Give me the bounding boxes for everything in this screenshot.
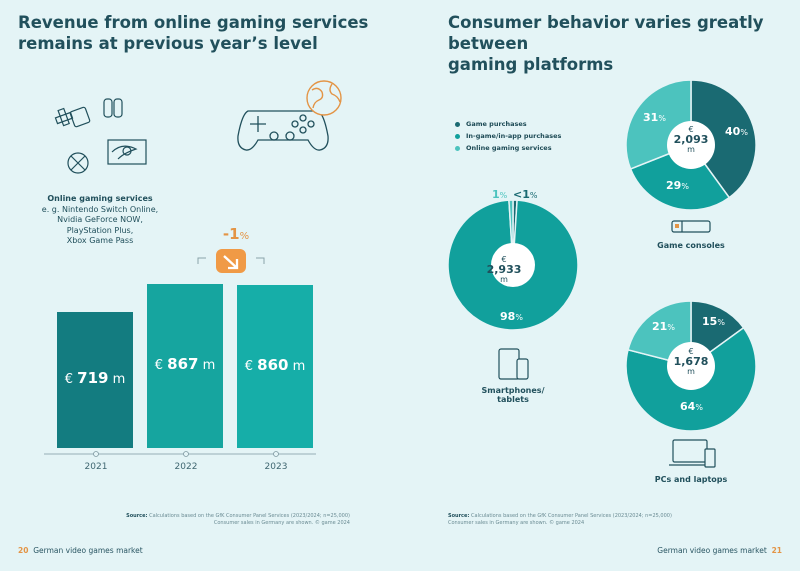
left-source-line2: Consumer sales in Germany are shown. © g… <box>213 520 350 526</box>
right-title-line2: gaming platforms <box>448 55 614 74</box>
laptop-icon <box>669 439 716 468</box>
left-title-line1: Revenue from online gaming services <box>18 13 369 32</box>
change-unit: % <box>239 231 250 242</box>
slice-game-purchases <box>690 79 757 199</box>
legend-item-game-purchases: Game purchases <box>455 120 561 128</box>
tick-2022: 2022 <box>174 462 198 472</box>
legend-label: Game purchases <box>466 120 527 128</box>
left-page-number: 20 <box>18 546 29 555</box>
bar-value-label: € 860 m <box>244 356 306 374</box>
service-title: Online gaming services <box>47 194 153 203</box>
legend-dot <box>455 145 460 151</box>
pc-online-pct: 21% <box>652 320 675 333</box>
smartphone-category-line1: Smartphones/ <box>481 386 545 395</box>
revenue-bar-2022: € 867 m <box>147 284 223 448</box>
console-game-pct: 40% <box>725 125 748 138</box>
left-source-line1: Calculations based on the GfK Consumer P… <box>149 513 350 519</box>
dpad-icon <box>54 106 91 128</box>
platform-icons <box>54 98 147 174</box>
donut-hole <box>491 243 535 287</box>
console-icon <box>671 220 711 233</box>
legend-dot <box>455 133 460 139</box>
change-value: -1 <box>222 225 240 243</box>
revenue-bar-2021: € 719 m <box>57 312 133 448</box>
legend-label: In-game/in-app purchases <box>466 132 562 140</box>
smartphone-ingame-pct: 98% <box>500 310 523 323</box>
service-line-4: Xbox Game Pass <box>66 236 134 245</box>
switch-icon <box>103 98 123 118</box>
legend: Game purchases In-game/in-app purchases … <box>455 120 561 156</box>
change-bracket <box>197 249 265 273</box>
smartphone-category: Smartphones/ tablets <box>468 386 558 404</box>
right-page-title: German video games market <box>657 546 767 555</box>
donut-hole <box>667 121 715 169</box>
left-title: Revenue from online gaming services rema… <box>18 12 368 54</box>
left-footer: 20 German video games market <box>18 546 143 555</box>
smartphone-game-pct: <1% <box>513 188 538 201</box>
right-source-label: Source: <box>448 513 470 519</box>
smartphone-category-line2: tablets <box>497 395 529 404</box>
left-source: Source: Calculations based on the GfK Co… <box>100 513 350 527</box>
xbox-icon <box>67 152 89 174</box>
slice-in-game-in-app-purchases <box>629 144 731 211</box>
legend-label: Online gaming services <box>466 144 552 152</box>
right-footer: German video games market 21 <box>657 546 782 555</box>
revenue-bar-2023: € 860 m <box>237 285 313 448</box>
console-total: € 2,093 m <box>673 125 709 154</box>
pc-game-pct: 15% <box>702 315 725 328</box>
x-axis <box>44 451 316 457</box>
revenue-bar-chart: € 719 m € 867 m € 860 m <box>57 284 313 448</box>
service-description: Online gaming services e. g. Nintendo Sw… <box>30 194 170 247</box>
console-online-pct: 31% <box>643 111 666 124</box>
right-title-line1: Consumer behavior varies greatly between <box>448 13 764 53</box>
smartphone-total: € 2,933 m <box>486 255 522 284</box>
legend-item-ingame-purchases: In-game/in-app purchases <box>455 132 561 140</box>
left-title-line2: remains at previous year’s level <box>18 34 318 53</box>
pc-category: PCs and laptops <box>654 475 728 484</box>
bar-value-label: € 719 m <box>64 369 126 387</box>
legend-item-online-services: Online gaming services <box>455 144 561 152</box>
bar-value-label: € 867 m <box>154 355 216 373</box>
pct-value: <1 <box>513 188 530 201</box>
service-line-1: e. g. Nintendo Switch Online, <box>41 204 159 214</box>
right-page-number: 21 <box>771 546 782 555</box>
change-indicator: -1% <box>211 224 261 243</box>
nvidia-icon <box>107 139 147 165</box>
pc-total: € 1,678 m <box>673 347 709 376</box>
right-source-line1: Calculations based on the GfK Consumer P… <box>471 513 672 519</box>
right-source: Source: Calculations based on the GfK Co… <box>448 513 708 527</box>
tick-2023: 2023 <box>264 462 288 472</box>
pc-ingame-pct: 64% <box>680 400 703 413</box>
left-page-title: German video games market <box>33 546 143 555</box>
smartphone-tablet-icon <box>498 348 529 380</box>
smartphone-online-pct: 1% <box>492 188 508 201</box>
left-source-label: Source: <box>126 513 148 519</box>
right-source-line2: Consumer sales in Germany are shown. © g… <box>448 520 585 526</box>
controller-globe-icon <box>237 80 342 151</box>
service-line-2: Nvidia GeForce NOW, <box>57 215 143 224</box>
console-ingame-pct: 29% <box>666 179 689 192</box>
pct-value: 1 <box>492 188 500 201</box>
tick-2021: 2021 <box>84 462 108 472</box>
console-category: Game consoles <box>657 241 725 250</box>
service-line-3: PlayStation Plus, <box>66 225 134 235</box>
right-title: Consumer behavior varies greatly between… <box>448 12 800 75</box>
legend-dot <box>455 121 460 127</box>
donut-hole <box>667 342 715 390</box>
